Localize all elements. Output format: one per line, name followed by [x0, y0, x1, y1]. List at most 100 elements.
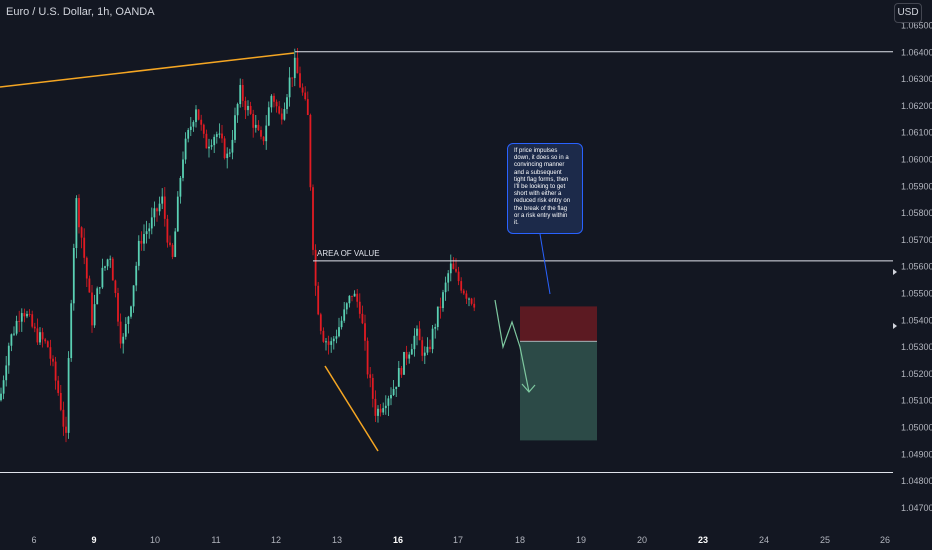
candle-body [98, 287, 101, 289]
candle-body [252, 113, 255, 128]
candle-body [109, 258, 112, 260]
candle-body [182, 159, 184, 178]
candle-body [72, 248, 75, 304]
candle-body [197, 109, 200, 120]
time-tick-label: 13 [332, 535, 342, 545]
candle-body [455, 268, 457, 272]
time-tick-label: 20 [637, 535, 647, 545]
candle-body [241, 85, 244, 101]
candle-body [83, 237, 86, 258]
candle-body [327, 341, 330, 345]
candle-body [205, 133, 208, 149]
currency-button[interactable]: USD [894, 3, 922, 23]
candle-body [429, 346, 431, 350]
price-tick-label: 1.05400 [901, 315, 932, 325]
candle-body [158, 203, 161, 212]
symbol-title: Euro / U.S. Dollar, 1h, OANDA [6, 6, 155, 18]
candle-body [70, 303, 73, 359]
candle-body [33, 326, 36, 329]
price-marker-icon [893, 269, 897, 275]
candle-body [127, 316, 130, 325]
candle-body [280, 113, 283, 120]
candle-body [218, 133, 221, 135]
candle-body [470, 298, 473, 304]
candle-body [452, 263, 455, 269]
price-tick-label: 1.05100 [901, 396, 932, 406]
time-tick-label: 6 [31, 535, 36, 545]
candle-body [343, 309, 346, 321]
candle-body [176, 196, 179, 232]
candle-body [174, 231, 177, 257]
candle-body [202, 124, 205, 134]
candle-body [273, 95, 275, 102]
time-tick-label: 19 [576, 535, 586, 545]
candle-body [270, 95, 273, 108]
candle-body [431, 328, 434, 350]
candle-body [215, 134, 218, 137]
time-tick-label: 12 [271, 535, 281, 545]
time-tick-label: 11 [211, 535, 220, 545]
candle-body [449, 263, 452, 274]
candle-body [410, 349, 413, 355]
candles-layer [0, 47, 476, 443]
candle-body [442, 292, 444, 309]
price-tick-label: 1.05900 [901, 181, 932, 191]
time-tick-label: 26 [880, 535, 890, 545]
candle-body [231, 139, 234, 153]
candle-body [434, 327, 437, 329]
candle-body [283, 109, 286, 120]
candle-body [275, 101, 278, 107]
time-tick-label: 24 [759, 535, 769, 545]
callout-note[interactable]: If price impulses down, it does so in a … [507, 143, 583, 234]
candle-body [210, 145, 213, 147]
candle-body [361, 313, 364, 324]
candle-body [52, 358, 54, 362]
candle-body [462, 290, 465, 294]
candle-body [57, 380, 60, 393]
candle-body [338, 327, 340, 337]
price-tick-label: 1.05500 [901, 289, 932, 299]
candle-body [239, 85, 242, 105]
candle-body [171, 244, 174, 257]
candle-body [291, 77, 294, 79]
candle-body [345, 303, 348, 310]
candle-body [106, 259, 109, 267]
candle-body [96, 288, 99, 305]
candle-body [247, 105, 249, 111]
candle-body [85, 257, 88, 279]
candle-body [114, 280, 117, 294]
candle-body [143, 234, 145, 244]
candle-body [166, 218, 169, 243]
candle-body [416, 328, 418, 336]
candle-body [221, 133, 223, 139]
candle-body [379, 408, 382, 413]
candle-body [15, 320, 18, 334]
candle-body [228, 152, 231, 154]
candle-body [148, 228, 151, 232]
price-tick-label: 1.05000 [901, 423, 932, 433]
candle-body [319, 314, 322, 331]
price-tick-label: 1.06300 [901, 74, 932, 84]
price-tick-label: 1.05600 [901, 262, 932, 272]
price-axis[interactable]: 1.06500 1.06400 1.06300 1.06200 1.06100 1.060… [893, 21, 932, 513]
time-axis[interactable]: 6 9 10 11 12 13 16 17 18 19 20 23 24 25 26 [31, 535, 890, 545]
candle-body [137, 240, 140, 266]
candle-body [444, 282, 447, 293]
time-tick-label: 10 [150, 535, 160, 545]
candle-body [262, 136, 265, 142]
candle-body [317, 285, 320, 315]
candle-body [249, 105, 252, 114]
candle-body [10, 334, 13, 346]
candle-body [223, 138, 226, 159]
candle-body [288, 77, 291, 98]
candle-body [293, 57, 296, 79]
candle-body [413, 335, 416, 350]
candle-body [59, 392, 62, 410]
candle-body [387, 398, 390, 406]
price-tick-label: 1.06200 [901, 101, 932, 111]
price-tick-label: 1.06500 [901, 21, 932, 31]
candle-body [301, 87, 304, 93]
candle-body [335, 336, 338, 339]
candle-body [31, 314, 34, 327]
